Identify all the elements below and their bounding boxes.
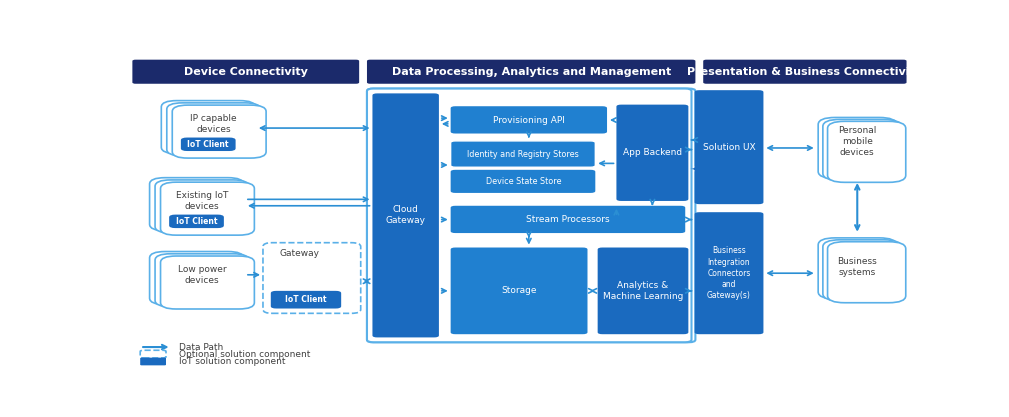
FancyBboxPatch shape xyxy=(140,358,166,365)
FancyBboxPatch shape xyxy=(818,118,896,178)
FancyBboxPatch shape xyxy=(372,93,439,337)
Text: Business
Integration
Connectors
and
Gateway(s): Business Integration Connectors and Gate… xyxy=(707,246,751,300)
FancyBboxPatch shape xyxy=(451,170,595,193)
FancyBboxPatch shape xyxy=(263,243,361,313)
Text: Business
systems: Business systems xyxy=(837,257,877,277)
FancyBboxPatch shape xyxy=(149,178,243,231)
Text: Device Connectivity: Device Connectivity xyxy=(184,67,308,77)
Text: IP capable
devices: IP capable devices xyxy=(191,114,237,134)
Text: IoT Client: IoT Client xyxy=(286,295,327,304)
FancyBboxPatch shape xyxy=(694,90,764,204)
Text: Solution UX: Solution UX xyxy=(702,143,756,153)
Text: Low power
devices: Low power devices xyxy=(178,265,226,285)
FancyBboxPatch shape xyxy=(694,212,764,334)
FancyBboxPatch shape xyxy=(161,100,255,153)
Text: Data Path: Data Path xyxy=(180,342,224,352)
FancyBboxPatch shape xyxy=(149,251,243,304)
Text: Analytics &
Machine Learning: Analytics & Machine Learning xyxy=(602,281,683,301)
Text: Provisioning API: Provisioning API xyxy=(493,116,565,125)
FancyBboxPatch shape xyxy=(687,166,702,172)
FancyBboxPatch shape xyxy=(367,88,695,342)
Text: Existing IoT
devices: Existing IoT devices xyxy=(176,191,228,211)
FancyBboxPatch shape xyxy=(155,254,249,307)
FancyBboxPatch shape xyxy=(827,121,906,182)
FancyBboxPatch shape xyxy=(451,248,587,334)
Text: Presentation & Business Connectivity: Presentation & Business Connectivity xyxy=(687,67,922,77)
FancyBboxPatch shape xyxy=(616,105,688,201)
Text: Gateway: Gateway xyxy=(279,249,320,259)
FancyBboxPatch shape xyxy=(270,291,341,309)
FancyBboxPatch shape xyxy=(155,180,249,233)
Text: Optional solution component: Optional solution component xyxy=(180,349,311,359)
Text: Personal
mobile
devices: Personal mobile devices xyxy=(838,126,877,157)
Text: Cloud
Gateway: Cloud Gateway xyxy=(385,205,425,226)
Text: App Backend: App Backend xyxy=(623,148,682,157)
FancyBboxPatch shape xyxy=(451,206,685,233)
FancyBboxPatch shape xyxy=(367,60,695,84)
FancyBboxPatch shape xyxy=(451,141,595,167)
FancyBboxPatch shape xyxy=(132,60,359,84)
FancyBboxPatch shape xyxy=(823,119,901,181)
FancyBboxPatch shape xyxy=(703,60,906,84)
FancyBboxPatch shape xyxy=(597,248,688,334)
FancyBboxPatch shape xyxy=(160,256,254,309)
FancyBboxPatch shape xyxy=(823,240,901,301)
FancyBboxPatch shape xyxy=(818,238,896,299)
FancyBboxPatch shape xyxy=(690,167,699,171)
FancyBboxPatch shape xyxy=(173,105,266,158)
FancyBboxPatch shape xyxy=(451,106,607,133)
Text: Stream Processors: Stream Processors xyxy=(526,215,609,224)
Text: Identity and Registry Stores: Identity and Registry Stores xyxy=(467,150,579,158)
Text: Storage: Storage xyxy=(500,286,537,295)
FancyBboxPatch shape xyxy=(367,88,691,342)
Text: Data Processing, Analytics and Management: Data Processing, Analytics and Managemen… xyxy=(391,67,671,77)
Text: Device State Store: Device State Store xyxy=(485,177,561,186)
FancyBboxPatch shape xyxy=(181,138,236,151)
FancyBboxPatch shape xyxy=(166,103,260,156)
FancyBboxPatch shape xyxy=(160,182,254,235)
FancyBboxPatch shape xyxy=(170,215,224,228)
Text: IoT Client: IoT Client xyxy=(188,140,229,149)
Text: IoT solution component: IoT solution component xyxy=(180,357,286,366)
Text: IoT Client: IoT Client xyxy=(176,217,217,226)
FancyBboxPatch shape xyxy=(827,242,906,303)
